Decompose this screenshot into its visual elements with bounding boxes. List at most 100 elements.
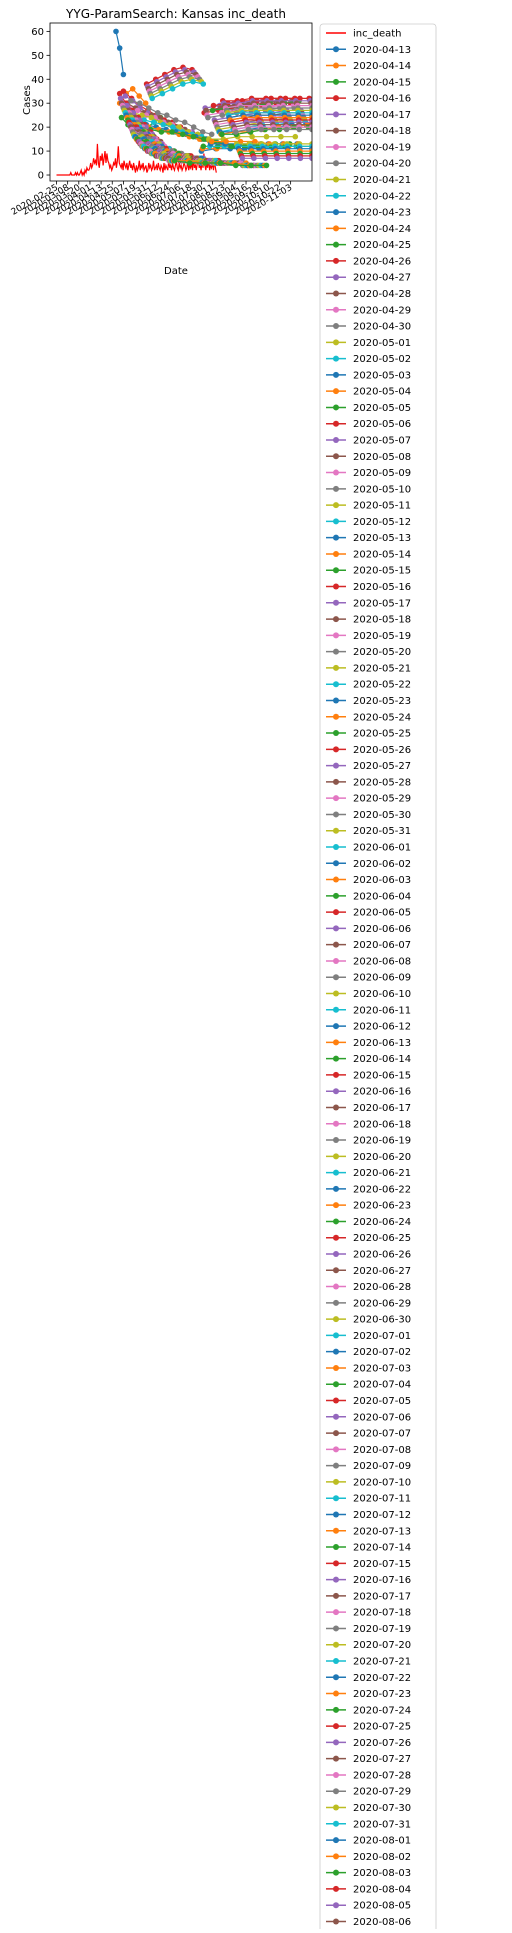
series-line-2020-04-13 bbox=[115, 31, 124, 75]
legend-label: 2020-05-22 bbox=[353, 680, 411, 691]
legend-label: 2020-06-19 bbox=[353, 1136, 411, 1147]
legend-label: 2020-05-10 bbox=[353, 484, 411, 495]
legend-entry-2020-05-26: 2020-05-26 bbox=[326, 745, 411, 756]
legend-label: 2020-05-12 bbox=[353, 517, 411, 528]
y-axis: 0 10 20 30 40 50 60 bbox=[31, 27, 50, 182]
legend-swatch-marker bbox=[333, 1674, 339, 1681]
legend-entry-2020-05-31: 2020-05-31 bbox=[326, 826, 411, 837]
legend-entry-2020-05-23: 2020-05-23 bbox=[326, 696, 411, 707]
legend-entry-inc_death: inc_death bbox=[326, 29, 402, 40]
legend-swatch-marker bbox=[333, 1430, 339, 1437]
legend-swatch-marker bbox=[333, 1690, 339, 1697]
data-point-2020-07-14-0 bbox=[209, 107, 216, 114]
series-2020-04-20 bbox=[128, 98, 215, 138]
legend-label: 2020-05-01 bbox=[353, 338, 411, 349]
legend-swatch-marker bbox=[333, 583, 339, 590]
legend-entry-2020-07-04: 2020-07-04 bbox=[326, 1380, 411, 1391]
legend-swatch-marker bbox=[333, 1706, 339, 1713]
legend-swatch-marker bbox=[333, 1788, 339, 1795]
legend-label: 2020-04-23 bbox=[353, 208, 411, 219]
legend-entry-2020-04-23: 2020-04-23 bbox=[326, 208, 411, 219]
legend-entry-2020-05-02: 2020-05-02 bbox=[326, 354, 411, 365]
legend-entry-2020-06-24: 2020-06-24 bbox=[326, 1217, 411, 1228]
legend-label: 2020-04-24 bbox=[353, 224, 411, 235]
legend-swatch-marker bbox=[333, 176, 339, 183]
legend-swatch-marker bbox=[333, 1364, 339, 1371]
data-point-2020-07-13-1 bbox=[223, 138, 229, 145]
legend-swatch-marker bbox=[333, 1055, 339, 1062]
data-point-2020-04-14-3 bbox=[136, 93, 142, 99]
legend-swatch-marker bbox=[333, 225, 339, 232]
legend-swatch-marker bbox=[333, 1544, 339, 1551]
data-point-2020-08-15-6 bbox=[309, 155, 312, 162]
legend-swatch-marker bbox=[333, 1511, 339, 1518]
legend-swatch-marker bbox=[333, 648, 339, 655]
legend-swatch-marker bbox=[333, 616, 339, 623]
legend-swatch-marker bbox=[333, 1169, 339, 1176]
legend-label: 2020-06-20 bbox=[353, 1152, 411, 1163]
legend-label: 2020-04-28 bbox=[353, 289, 411, 300]
legend-label: 2020-05-14 bbox=[353, 549, 411, 560]
legend-entry-2020-07-25: 2020-07-25 bbox=[326, 1722, 411, 1733]
legend-label: 2020-08-05 bbox=[353, 1901, 411, 1912]
legend-swatch-marker bbox=[333, 1739, 339, 1746]
y-tick-label: 0 bbox=[38, 171, 44, 182]
legend-label: 2020-06-22 bbox=[353, 1184, 411, 1195]
legend-swatch-marker bbox=[333, 355, 339, 362]
legend-label: 2020-04-17 bbox=[353, 110, 411, 121]
legend-entry-2020-07-29: 2020-07-29 bbox=[326, 1787, 411, 1798]
legend-entry-2020-04-27: 2020-04-27 bbox=[326, 273, 411, 284]
legend-label: 2020-07-24 bbox=[353, 1705, 411, 1716]
legend-entry-2020-06-12: 2020-06-12 bbox=[326, 1022, 411, 1033]
series-2020-07-10 bbox=[206, 133, 299, 142]
legend-label: 2020-05-05 bbox=[353, 403, 411, 414]
legend-label: 2020-07-16 bbox=[353, 1575, 411, 1586]
legend-entry-2020-05-05: 2020-05-05 bbox=[326, 403, 411, 414]
legend-swatch-marker bbox=[333, 664, 339, 671]
legend-entry-2020-06-09: 2020-06-09 bbox=[326, 973, 411, 984]
legend-swatch-marker bbox=[333, 437, 339, 443]
legend-label: 2020-05-20 bbox=[353, 647, 411, 658]
data-point-2020-04-13-2 bbox=[120, 71, 127, 78]
legend-swatch-marker bbox=[333, 1869, 339, 1876]
legend-swatch-marker bbox=[333, 1820, 339, 1827]
legend-entry-2020-05-19: 2020-05-19 bbox=[326, 631, 411, 642]
data-point-2020-08-15-5 bbox=[297, 155, 304, 162]
data-point-2020-04-20-3 bbox=[155, 110, 161, 116]
legend-label: 2020-07-31 bbox=[353, 1819, 411, 1830]
legend-entry-2020-07-02: 2020-07-02 bbox=[326, 1347, 411, 1358]
legend-entry-2020-04-24: 2020-04-24 bbox=[326, 224, 411, 235]
legend-label: 2020-04-27 bbox=[353, 273, 411, 284]
legend-label: 2020-08-01 bbox=[353, 1836, 411, 1847]
legend-entry-2020-07-15: 2020-07-15 bbox=[326, 1559, 411, 1570]
legend-label: 2020-04-22 bbox=[353, 191, 411, 202]
legend-swatch-marker bbox=[333, 730, 339, 737]
legend-label: 2020-06-26 bbox=[353, 1250, 411, 1261]
legend-swatch-marker bbox=[333, 567, 339, 574]
data-point-2020-04-14-4 bbox=[142, 100, 149, 106]
legend-swatch-marker bbox=[333, 1299, 339, 1306]
series-line-2020-04-25 bbox=[139, 126, 236, 147]
y-tick-label: 60 bbox=[31, 27, 44, 38]
data-point-2020-04-25-5 bbox=[190, 133, 197, 140]
legend-swatch-marker bbox=[333, 1267, 339, 1274]
data-point-2020-04-19-1 bbox=[134, 107, 141, 114]
legend-swatch-marker bbox=[333, 990, 339, 997]
legend-label: 2020-07-22 bbox=[353, 1673, 411, 1684]
data-point-2020-07-10-3 bbox=[249, 133, 255, 140]
legend-label: 2020-04-29 bbox=[353, 305, 411, 316]
legend-label: 2020-07-20 bbox=[353, 1640, 411, 1651]
legend-swatch-marker bbox=[333, 1446, 339, 1453]
legend-swatch-marker bbox=[333, 1625, 339, 1632]
legend-label: 2020-05-11 bbox=[353, 501, 411, 512]
legend-label: 2020-06-02 bbox=[353, 859, 411, 870]
data-point-2020-07-15-0 bbox=[210, 102, 217, 109]
legend-label: 2020-05-29 bbox=[353, 794, 411, 805]
legend-entry-2020-06-08: 2020-06-08 bbox=[326, 956, 411, 967]
legend-label: 2020-08-03 bbox=[353, 1868, 411, 1879]
legend-entry-2020-04-16: 2020-04-16 bbox=[326, 94, 411, 105]
legend-entry-2020-05-27: 2020-05-27 bbox=[326, 761, 411, 772]
legend-entry-2020-07-14: 2020-07-14 bbox=[326, 1543, 411, 1554]
data-point-2020-04-22-3 bbox=[160, 121, 167, 128]
data-point-2020-08-15-4 bbox=[286, 155, 292, 162]
